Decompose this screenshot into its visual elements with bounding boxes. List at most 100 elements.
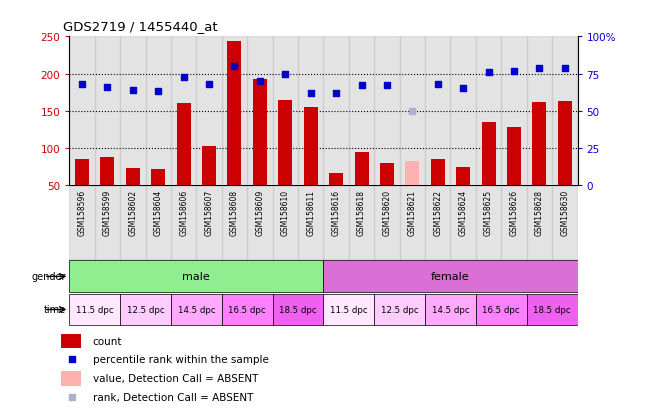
Text: GSM158608: GSM158608 — [230, 190, 239, 235]
Bar — [476, 37, 502, 186]
Point — [560, 65, 570, 72]
Bar — [502, 37, 527, 186]
Bar — [374, 186, 400, 260]
Bar — [348, 37, 374, 186]
Bar — [100, 158, 114, 186]
Text: GSM158611: GSM158611 — [306, 190, 315, 235]
Text: GSM158604: GSM158604 — [154, 190, 163, 236]
Bar — [298, 186, 323, 260]
Bar — [425, 37, 451, 186]
Text: GSM158606: GSM158606 — [179, 190, 188, 236]
Bar — [120, 294, 171, 325]
Bar — [247, 186, 273, 260]
Bar — [380, 164, 394, 186]
Text: 14.5 dpc: 14.5 dpc — [432, 305, 469, 314]
Bar — [273, 186, 298, 260]
Point — [483, 69, 494, 76]
Text: count: count — [92, 336, 122, 346]
Bar — [171, 186, 197, 260]
Bar — [482, 123, 496, 186]
Point — [453, 259, 464, 266]
Point — [306, 90, 316, 97]
Bar — [95, 37, 120, 186]
Bar — [126, 169, 140, 186]
Point — [153, 89, 164, 95]
Text: GSM158610: GSM158610 — [280, 190, 290, 235]
Text: GSM158599: GSM158599 — [103, 190, 112, 236]
Bar — [502, 186, 527, 260]
Text: 16.5 dpc: 16.5 dpc — [482, 305, 520, 314]
Text: rank, Detection Call = ABSENT: rank, Detection Call = ABSENT — [92, 392, 253, 402]
Text: value, Detection Call = ABSENT: value, Detection Call = ABSENT — [92, 373, 258, 383]
Text: female: female — [431, 272, 470, 282]
Bar — [69, 186, 95, 260]
Point — [204, 81, 214, 88]
Text: GSM158602: GSM158602 — [128, 190, 137, 235]
Bar — [145, 186, 171, 260]
Bar — [323, 186, 348, 260]
Text: gender: gender — [32, 272, 66, 282]
Bar — [405, 162, 419, 186]
Point — [102, 84, 113, 91]
Bar — [171, 37, 197, 186]
Bar — [69, 37, 95, 186]
Point — [356, 83, 367, 90]
Bar — [120, 37, 145, 186]
Bar — [354, 152, 368, 186]
Point — [229, 64, 240, 70]
Text: GSM158616: GSM158616 — [331, 190, 341, 235]
Bar — [552, 37, 578, 186]
Bar — [171, 294, 222, 325]
Bar — [95, 186, 120, 260]
Bar — [177, 104, 191, 186]
Bar — [527, 37, 552, 186]
Text: GSM158620: GSM158620 — [382, 190, 391, 235]
Bar — [120, 186, 145, 260]
Bar — [69, 294, 120, 325]
Bar — [298, 37, 323, 186]
Bar — [323, 294, 374, 325]
Bar — [202, 147, 216, 186]
Bar — [61, 371, 81, 386]
Text: GSM158607: GSM158607 — [205, 190, 214, 236]
Text: 18.5 dpc: 18.5 dpc — [533, 305, 571, 314]
Bar — [253, 80, 267, 186]
Bar — [279, 100, 292, 186]
Bar — [222, 37, 247, 186]
Text: male: male — [182, 272, 211, 282]
Text: GSM158618: GSM158618 — [357, 190, 366, 235]
Point — [534, 65, 544, 72]
Text: GSM158609: GSM158609 — [255, 190, 265, 236]
Bar — [425, 186, 451, 260]
Bar — [323, 37, 348, 186]
Bar — [222, 294, 273, 325]
Bar — [348, 186, 374, 260]
Text: GSM158621: GSM158621 — [408, 190, 417, 235]
Bar — [476, 294, 527, 325]
Bar — [431, 160, 445, 186]
Text: GSM158622: GSM158622 — [433, 190, 442, 235]
Bar — [552, 186, 578, 260]
Bar — [456, 167, 470, 186]
Bar — [61, 334, 81, 349]
Text: time: time — [44, 305, 66, 315]
Text: GDS2719 / 1455440_at: GDS2719 / 1455440_at — [63, 20, 217, 33]
Bar — [304, 108, 317, 186]
Text: 11.5 dpc: 11.5 dpc — [330, 305, 368, 314]
Bar — [400, 37, 425, 186]
Text: 11.5 dpc: 11.5 dpc — [76, 305, 114, 314]
Point — [280, 71, 290, 78]
Text: 12.5 dpc: 12.5 dpc — [127, 305, 164, 314]
Text: GSM158624: GSM158624 — [459, 190, 468, 235]
Text: GSM158596: GSM158596 — [77, 190, 86, 236]
Bar — [151, 169, 165, 186]
Bar — [533, 102, 546, 186]
Bar — [69, 261, 323, 292]
Point — [127, 88, 138, 94]
Point — [458, 86, 469, 93]
Bar — [222, 186, 247, 260]
Point — [178, 74, 189, 81]
Bar — [425, 294, 476, 325]
Bar — [450, 37, 476, 186]
Point — [509, 68, 519, 75]
